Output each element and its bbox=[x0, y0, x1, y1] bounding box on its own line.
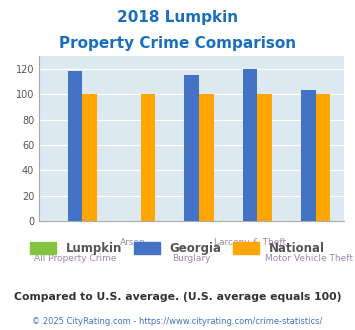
Bar bbox=[301, 90, 316, 221]
Text: All Property Crime: All Property Crime bbox=[34, 254, 116, 263]
Text: Arson: Arson bbox=[120, 238, 146, 247]
Bar bbox=[199, 94, 214, 221]
Bar bbox=[316, 94, 331, 221]
Text: © 2025 CityRating.com - https://www.cityrating.com/crime-statistics/: © 2025 CityRating.com - https://www.city… bbox=[32, 317, 323, 326]
Text: Compared to U.S. average. (U.S. average equals 100): Compared to U.S. average. (U.S. average … bbox=[14, 292, 341, 302]
Text: 2018 Lumpkin: 2018 Lumpkin bbox=[117, 10, 238, 25]
Bar bbox=[243, 69, 257, 221]
Text: Motor Vehicle Theft: Motor Vehicle Theft bbox=[264, 254, 353, 263]
Bar bbox=[184, 75, 199, 221]
Bar bbox=[141, 94, 155, 221]
Text: Property Crime Comparison: Property Crime Comparison bbox=[59, 36, 296, 51]
Bar bbox=[67, 71, 82, 221]
Text: Burglary: Burglary bbox=[173, 254, 211, 263]
Bar bbox=[82, 94, 97, 221]
Text: Larceny & Theft: Larceny & Theft bbox=[214, 238, 286, 247]
Bar bbox=[257, 94, 272, 221]
Legend: Lumpkin, Georgia, National: Lumpkin, Georgia, National bbox=[26, 237, 329, 260]
